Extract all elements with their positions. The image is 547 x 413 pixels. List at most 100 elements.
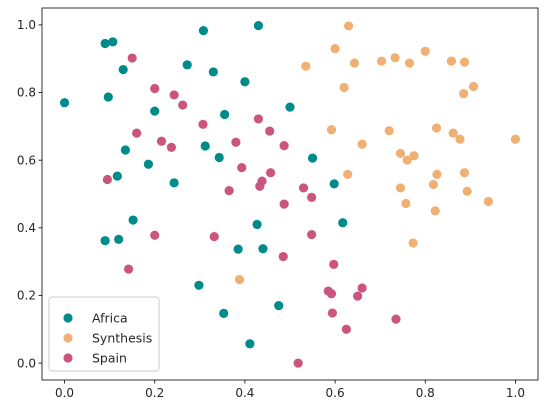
point-synthesis	[448, 128, 458, 138]
point-africa	[240, 77, 250, 87]
x-tick-label: 0.2	[145, 386, 164, 400]
point-spain	[307, 229, 317, 240]
legend: Africa Synthesis Spain	[48, 296, 160, 372]
point-spain	[327, 308, 337, 318]
point-africa	[100, 236, 110, 246]
point-synthesis	[446, 56, 457, 66]
point-africa	[112, 171, 122, 181]
point-spain	[253, 114, 264, 124]
point-synthesis	[459, 88, 469, 99]
point-africa	[208, 67, 218, 77]
point-synthesis	[428, 179, 438, 190]
point-synthesis	[384, 126, 394, 136]
point-spain	[391, 314, 401, 324]
point-spain	[353, 291, 363, 301]
point-synthesis	[357, 139, 367, 149]
point-synthesis	[234, 274, 245, 285]
x-tick-label: 0.4	[235, 386, 254, 400]
point-synthesis	[344, 21, 354, 31]
point-synthesis	[468, 81, 479, 92]
point-africa	[252, 219, 262, 230]
point-spain	[341, 324, 351, 334]
point-synthesis	[483, 196, 493, 207]
point-spain	[279, 141, 289, 151]
series-synthesis	[234, 21, 521, 285]
y-tick-label: 0.4	[17, 221, 36, 235]
point-spain	[266, 168, 276, 178]
point-spain	[279, 199, 289, 209]
y-tick-label: 0.2	[17, 289, 36, 303]
point-synthesis	[510, 134, 521, 144]
point-synthesis	[459, 168, 470, 178]
point-africa	[100, 38, 110, 49]
point-spain	[224, 186, 234, 196]
point-synthesis	[376, 56, 387, 66]
point-africa	[59, 98, 70, 108]
y-tick-label: 0.8	[17, 86, 36, 100]
point-synthesis	[343, 169, 353, 179]
point-spain	[127, 53, 137, 63]
point-africa	[253, 20, 264, 31]
point-spain	[150, 230, 160, 240]
point-spain	[166, 142, 177, 152]
point-synthesis	[462, 186, 472, 196]
point-spain	[132, 128, 142, 138]
point-africa	[258, 244, 268, 254]
point-africa	[307, 153, 318, 163]
point-synthesis	[402, 155, 412, 165]
point-africa	[182, 60, 192, 70]
plot-frame	[41, 7, 539, 381]
point-spain	[307, 192, 317, 202]
series-africa	[59, 20, 348, 349]
point-africa	[169, 178, 179, 188]
point-spain	[231, 137, 241, 147]
point-africa	[118, 64, 128, 75]
legend-label-africa: Africa	[92, 311, 128, 326]
point-synthesis	[408, 238, 418, 248]
point-synthesis	[330, 43, 340, 54]
point-africa	[150, 106, 160, 116]
point-synthesis	[339, 82, 349, 93]
y-axis-ticks: 0.0 0.2 0.4 0.6 0.8 1.0	[17, 18, 42, 370]
point-spain	[255, 181, 265, 191]
legend-box	[48, 296, 160, 372]
point-africa	[194, 280, 204, 290]
point-spain	[298, 183, 309, 193]
point-africa	[143, 159, 154, 169]
point-synthesis	[409, 151, 419, 161]
x-tick-label: 1.0	[506, 386, 525, 400]
point-synthesis	[404, 58, 415, 68]
point-spain	[178, 100, 188, 110]
point-africa	[220, 109, 230, 120]
point-spain	[357, 283, 367, 293]
point-spain	[237, 163, 247, 173]
point-spain	[209, 232, 219, 242]
point-synthesis	[430, 206, 440, 216]
point-africa	[114, 234, 124, 244]
y-tick-label: 0.0	[17, 356, 36, 370]
point-africa	[103, 92, 113, 102]
x-axis-ticks: 0.0 0.2 0.4 0.6 0.8 1.0	[55, 380, 525, 400]
point-synthesis	[431, 123, 442, 133]
point-africa	[245, 339, 255, 349]
legend-marker-africa	[63, 313, 73, 323]
point-synthesis	[401, 198, 411, 209]
point-spain	[102, 174, 112, 185]
point-spain	[329, 259, 339, 269]
series-spain	[102, 53, 401, 368]
point-synthesis	[349, 58, 360, 68]
point-synthesis	[455, 134, 465, 144]
legend-marker-spain	[63, 353, 73, 363]
plot-area	[41, 7, 539, 381]
point-africa	[214, 152, 224, 163]
x-tick-label: 0.0	[55, 386, 74, 400]
point-africa	[120, 145, 131, 155]
point-synthesis	[432, 169, 442, 179]
point-spain	[123, 264, 134, 274]
point-africa	[108, 37, 118, 47]
point-synthesis	[390, 53, 400, 63]
y-tick-label: 1.0	[17, 18, 36, 32]
legend-label-spain: Spain	[92, 351, 127, 366]
y-tick-label: 0.6	[17, 153, 36, 167]
